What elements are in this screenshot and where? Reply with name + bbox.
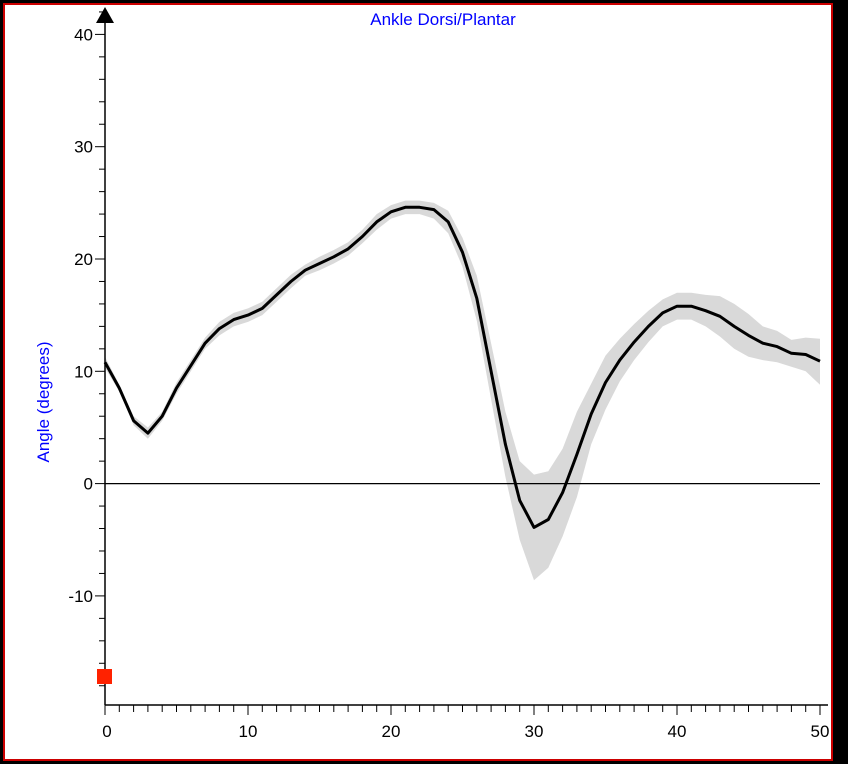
event-marker — [97, 669, 112, 684]
y-tick-label: 40 — [74, 25, 93, 44]
y-axis-arrow — [96, 7, 114, 23]
y-tick-label: 30 — [74, 138, 93, 157]
confidence-band-layer — [105, 200, 820, 581]
tick-layer: -10 0 10 20 30 40 0 10 20 30 40 50 — [68, 11, 830, 741]
x-tick-label: 20 — [382, 722, 401, 741]
x-tick-label: 30 — [525, 722, 544, 741]
chart-frame: Ankle Dorsi/Plantar Angle (degrees) -10 0… — [3, 3, 833, 761]
y-tick-label: 20 — [74, 250, 93, 269]
y-tick-label: -10 — [68, 587, 93, 606]
y-axis-label: Angle (degrees) — [34, 342, 53, 463]
chart-title: Ankle Dorsi/Plantar — [370, 10, 516, 29]
axes-layer — [96, 7, 828, 706]
chart-plot: Ankle Dorsi/Plantar Angle (degrees) -10 0… — [34, 7, 830, 741]
x-tick-label: 40 — [668, 722, 687, 741]
x-tick-label: 0 — [102, 722, 111, 741]
x-tick-label: 50 — [811, 722, 830, 741]
confidence-band — [105, 200, 820, 581]
series-line-layer — [103, 205, 821, 529]
series-line — [103, 205, 821, 529]
y-tick-label: 0 — [84, 475, 93, 494]
y-tick-label: 10 — [74, 362, 93, 381]
marker-layer — [97, 669, 112, 684]
x-tick-label: 10 — [239, 722, 258, 741]
